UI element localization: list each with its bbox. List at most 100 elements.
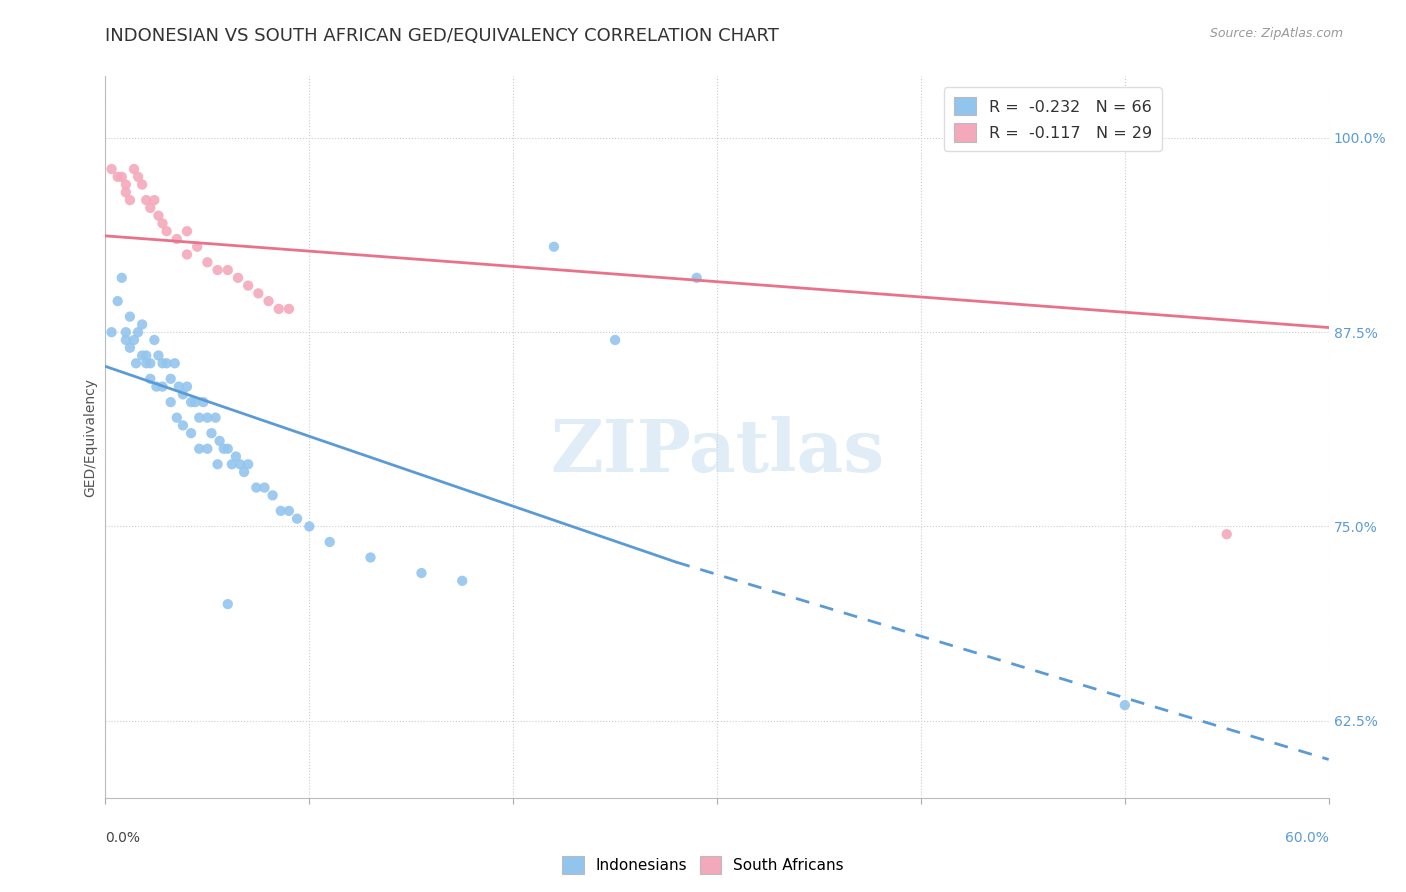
Point [107,169,129,184]
Point [217,597,239,611]
Point [318,535,342,549]
Point [143,193,166,207]
Point [135,356,157,370]
Point [131,349,153,363]
Point [451,574,474,588]
Point [180,426,202,441]
Point [360,550,382,565]
Point [217,442,239,456]
Point [172,387,194,401]
Point [118,310,141,324]
Point [100,162,122,177]
Point [1114,698,1136,712]
Point [221,457,243,471]
Point [180,395,202,409]
Point [278,504,301,518]
Point [152,356,174,370]
Point [212,442,235,456]
Point [207,457,229,471]
Point [125,356,148,370]
Point [127,169,149,184]
Point [111,270,134,285]
Point [118,193,141,207]
Point [152,216,174,230]
Point [148,209,170,223]
Point [176,224,198,238]
Point [122,333,145,347]
Point [115,333,138,347]
Point [236,457,259,471]
Point [233,465,256,479]
Point [236,278,259,293]
Point [200,426,222,441]
Point [195,442,219,456]
Point [131,178,153,192]
Point [139,372,162,386]
Point [226,270,249,285]
Point [225,450,247,464]
Point [135,349,157,363]
Point [278,301,301,316]
Point [1216,527,1239,541]
Point [167,379,190,393]
Point [270,504,292,518]
Text: 60.0%: 60.0% [1285,831,1329,846]
Point [163,356,186,370]
Point [115,325,138,339]
Point [262,488,284,502]
Point [111,169,134,184]
Point [253,481,276,495]
Point [686,270,709,285]
Point [229,457,252,471]
Point [207,263,229,277]
Point [172,418,194,433]
Point [176,247,198,261]
Point [159,395,181,409]
Point [115,186,138,200]
Point [115,178,138,192]
Text: 0.0%: 0.0% [105,831,141,846]
Point [135,193,157,207]
Point [195,410,219,425]
Point [145,379,167,393]
Point [411,566,433,580]
Text: Source: ZipAtlas.com: Source: ZipAtlas.com [1209,27,1343,40]
Point [298,519,321,533]
Point [176,379,198,393]
Point [131,318,153,332]
Point [100,325,122,339]
Point [543,240,565,254]
Point [155,224,177,238]
Point [257,294,280,309]
Text: INDONESIAN VS SOUTH AFRICAN GED/EQUIVALENCY CORRELATION CHART: INDONESIAN VS SOUTH AFRICAN GED/EQUIVALE… [105,27,779,45]
Point [195,255,219,269]
Point [605,333,627,347]
Point [285,511,308,525]
Point [267,301,290,316]
Point [143,333,166,347]
Point [152,379,174,393]
Point [166,410,188,425]
Text: ZIPatlas: ZIPatlas [550,416,884,487]
Point [107,294,129,309]
Point [139,356,162,370]
Point [208,434,231,448]
Point [204,410,226,425]
Point [122,162,145,177]
Point [245,481,267,495]
Point [148,349,170,363]
Point [247,286,270,301]
Point [155,356,177,370]
Point [186,240,208,254]
Point [155,814,177,829]
Point [193,395,215,409]
Point [139,201,162,215]
Point [188,442,211,456]
Point [217,263,239,277]
Point [166,232,188,246]
Legend: Indonesians, South Africans: Indonesians, South Africans [555,850,851,880]
Point [127,325,149,339]
Point [118,341,141,355]
Point [159,372,181,386]
Y-axis label: GED/Equivalency: GED/Equivalency [83,377,97,497]
